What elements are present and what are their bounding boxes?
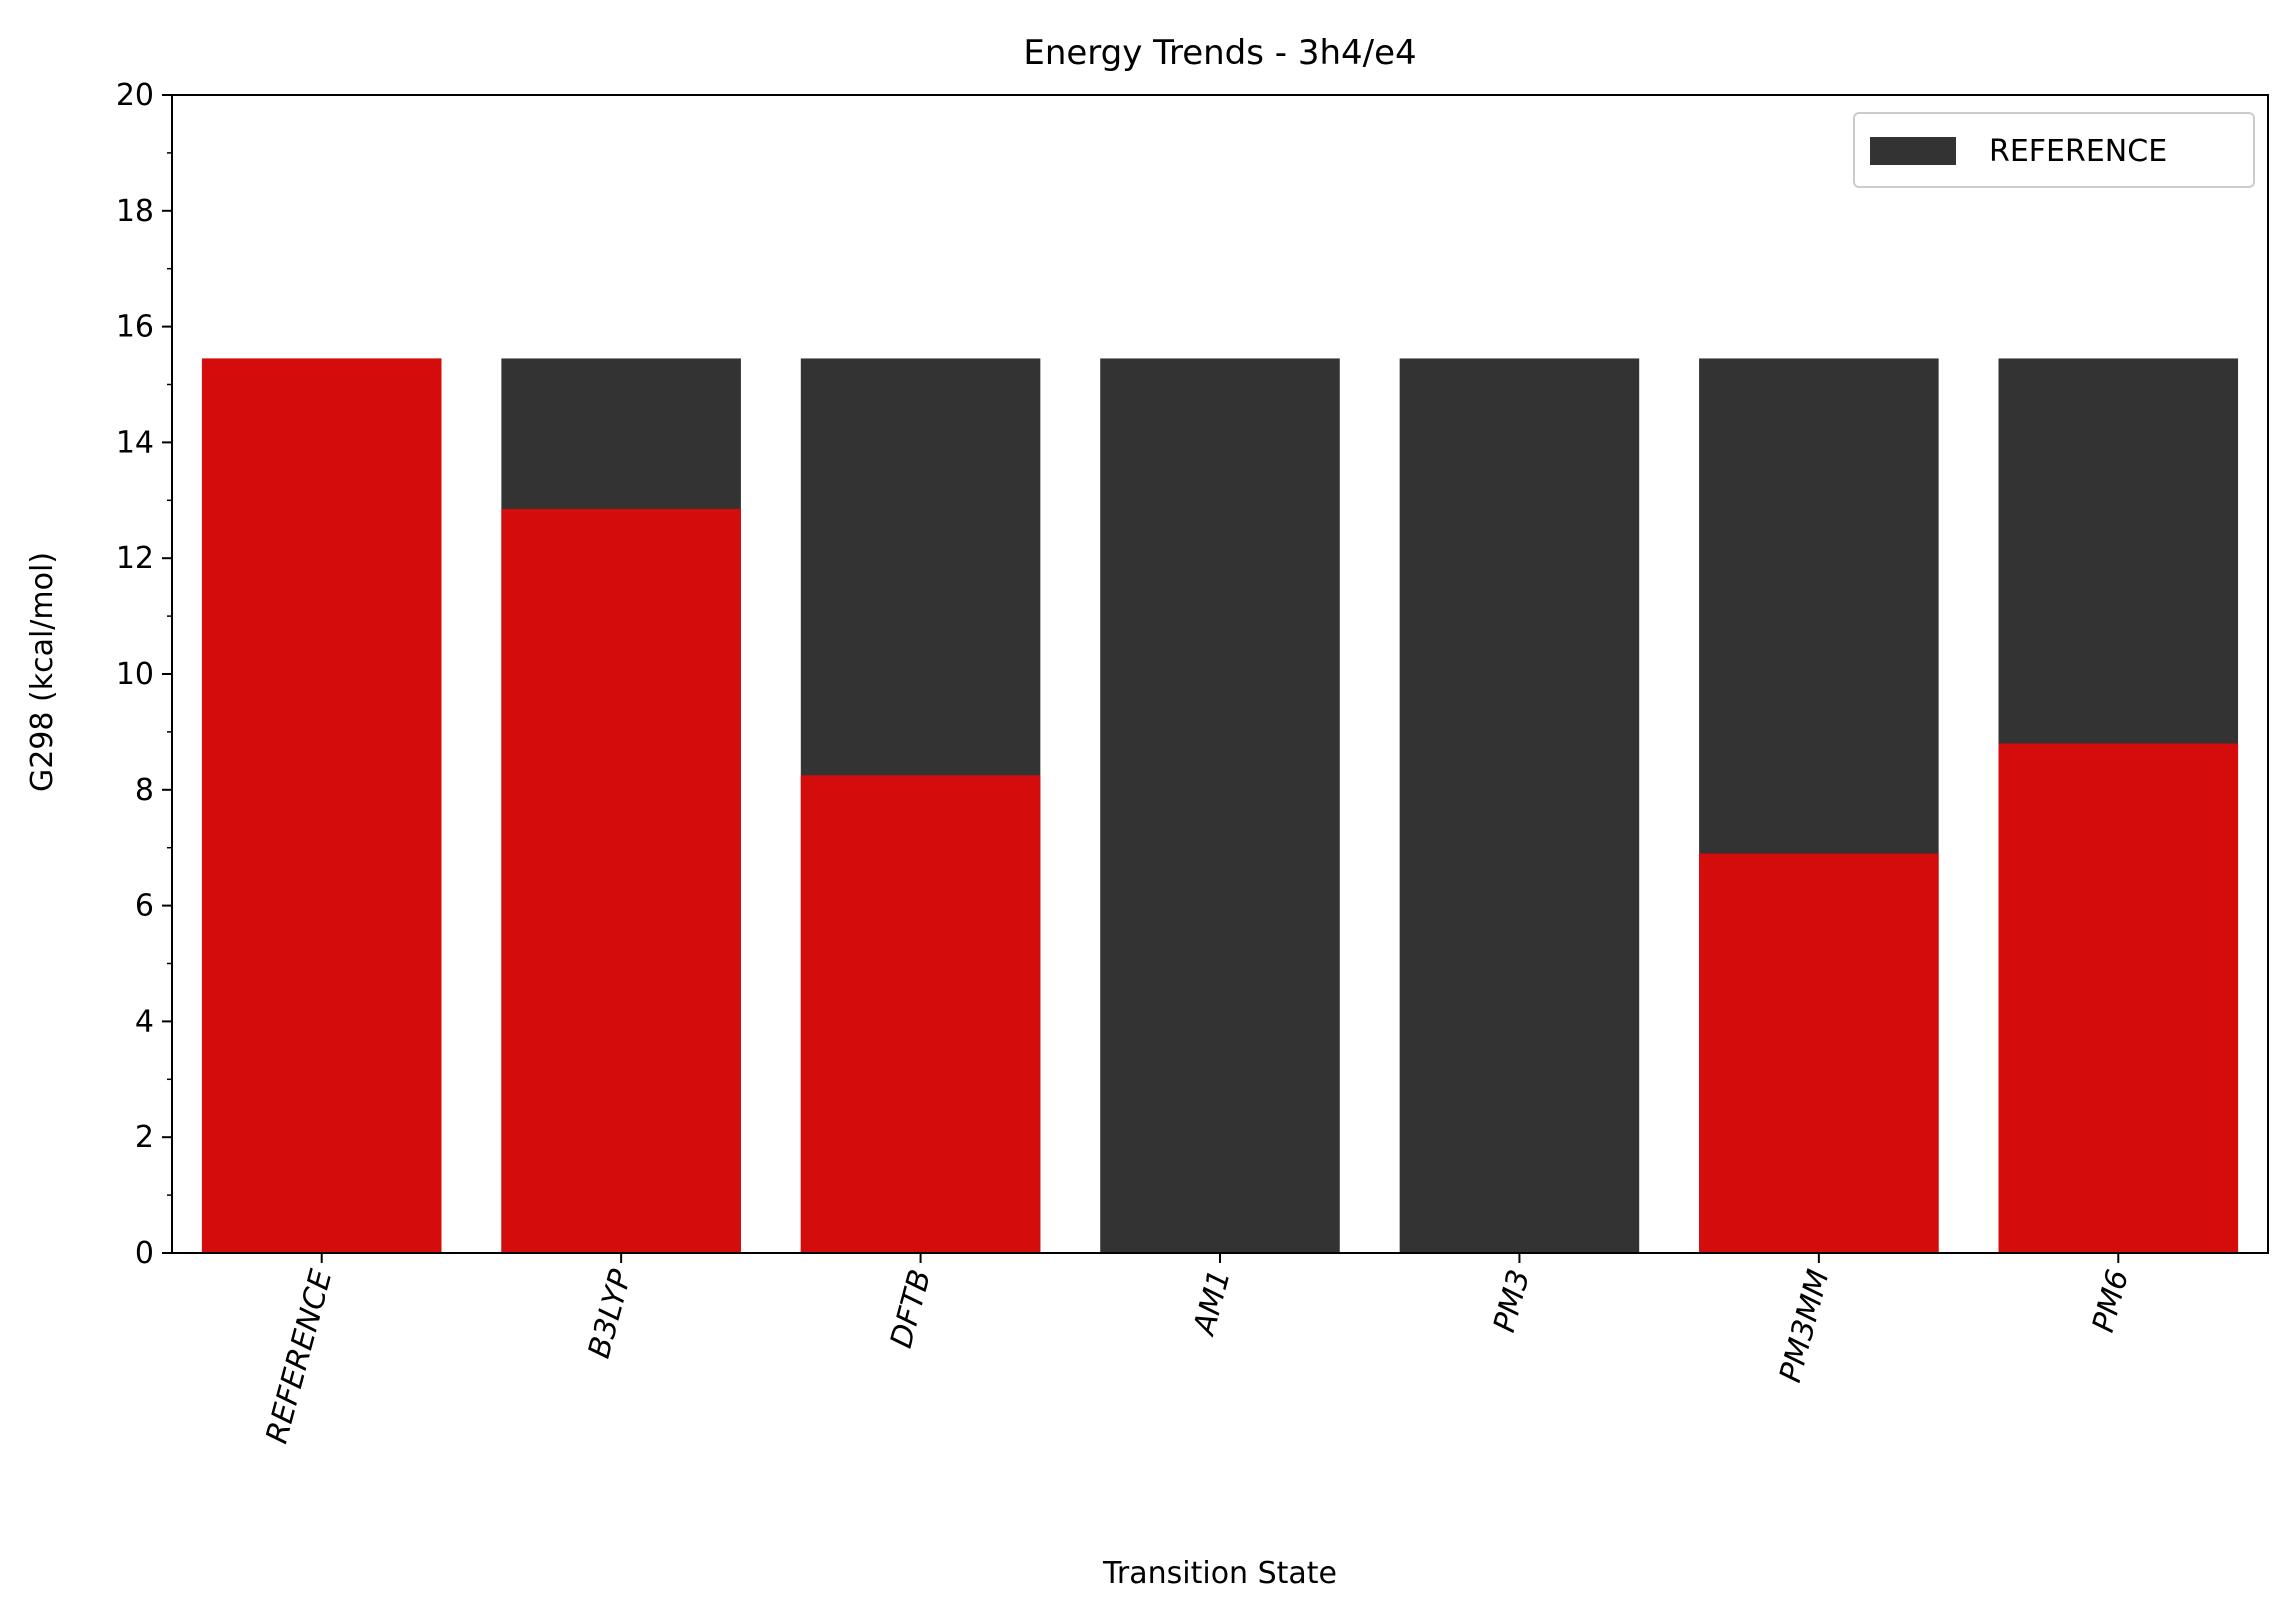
y-tick-label: 12 — [116, 541, 154, 576]
legend-label-reference: REFERENCE — [1989, 134, 2167, 169]
x-axis-label: Transition State — [1102, 1556, 1337, 1591]
y-tick-label: 16 — [116, 310, 154, 345]
y-tick-label: 2 — [135, 1120, 154, 1155]
y-axis-label: G298 (kcal/mol) — [25, 552, 60, 792]
bar-series2-pm3mm — [1699, 853, 1939, 1253]
chart-title: Energy Trends - 3h4/e4 — [1023, 33, 1416, 73]
y-tick-label: 6 — [135, 889, 154, 924]
legend-box — [1853, 112, 2255, 188]
y-tick-label: 4 — [135, 1004, 154, 1039]
y-tick-label: 0 — [135, 1236, 154, 1271]
bar-series2-pm6 — [1998, 743, 2239, 1253]
bar-series2-b3lyp — [501, 508, 741, 1253]
bars-group — [201, 358, 2239, 1253]
y-tick-label: 10 — [116, 657, 154, 692]
bar-series1-am1 — [1100, 358, 1340, 1253]
bar-series2-dftb — [800, 775, 1041, 1253]
bar-series1-pm3 — [1399, 358, 1640, 1253]
bar-series2-reference — [201, 358, 442, 1253]
y-tick-label: 20 — [116, 78, 154, 113]
legend: REFERENCE — [1853, 112, 2255, 188]
y-tick-label: 14 — [116, 425, 154, 460]
legend-swatch-reference — [1870, 137, 1956, 165]
y-tick-label: 18 — [116, 194, 154, 229]
y-tick-label: 8 — [135, 773, 154, 808]
